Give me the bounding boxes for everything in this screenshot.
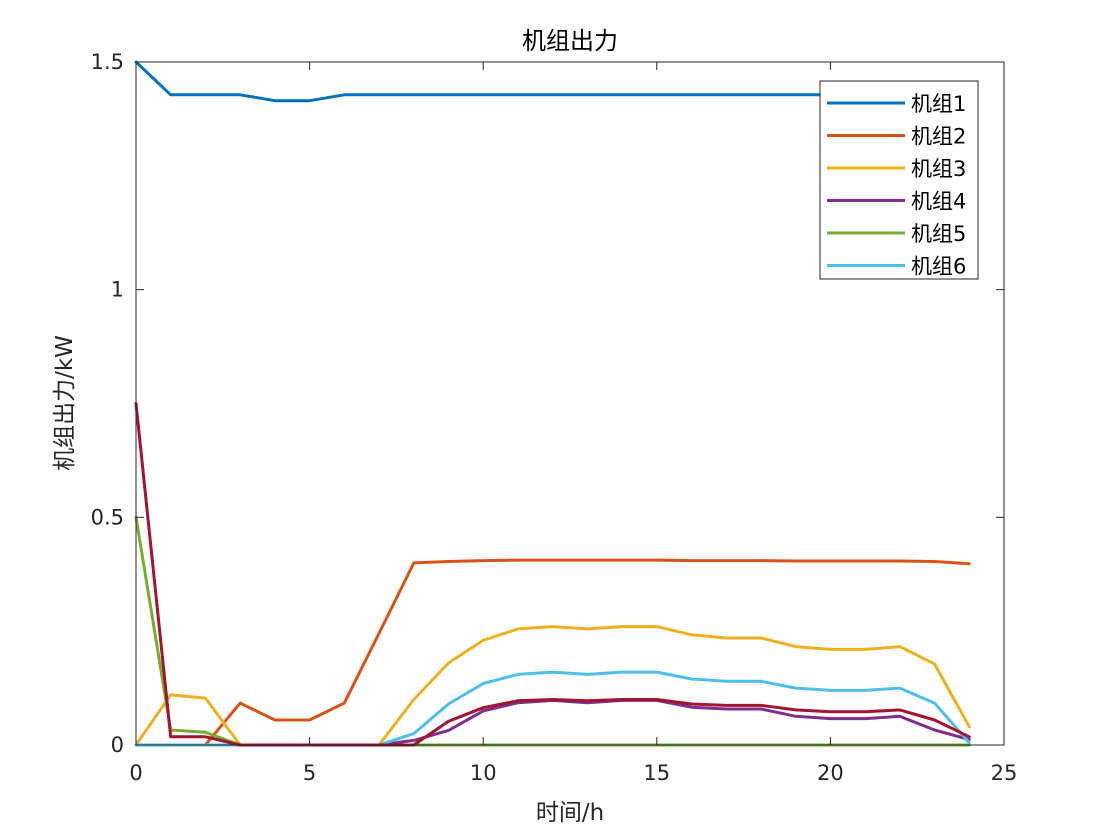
legend-label: 机组2 [911, 125, 966, 149]
x-tick-label: 10 [470, 761, 497, 785]
y-tick-label: 1.5 [91, 50, 124, 74]
axes-box [135, 61, 1005, 746]
y-tick-label: 0 [111, 733, 124, 757]
y-tick-label: 0.5 [91, 505, 124, 529]
series-line-2 [203, 558, 971, 747]
legend-label: 机组4 [911, 190, 966, 214]
legend-label: 机组6 [911, 255, 966, 279]
x-tick-label: 5 [303, 761, 316, 785]
y-axis-title: 机组出力/kW [52, 335, 78, 471]
chart-title: 机组出力 [522, 27, 618, 55]
legend-label: 机组3 [911, 157, 966, 181]
x-tick-label: 20 [817, 761, 844, 785]
legend-label: 机组1 [911, 92, 966, 116]
legend: 机组1 机组2 机组3 机组4 机组5 机组6 [819, 80, 979, 280]
axis-ticks: 0 5 10 15 20 25 0 0.5 1 1.5 [91, 50, 1018, 785]
x-tick-label: 0 [129, 761, 142, 785]
y-tick-label: 1 [111, 278, 124, 302]
x-tick-label: 25 [991, 761, 1018, 785]
x-tick-label: 15 [643, 761, 670, 785]
legend-box [819, 80, 979, 280]
legend-label: 机组5 [911, 222, 966, 246]
x-axis-title: 时间/h [536, 800, 604, 826]
